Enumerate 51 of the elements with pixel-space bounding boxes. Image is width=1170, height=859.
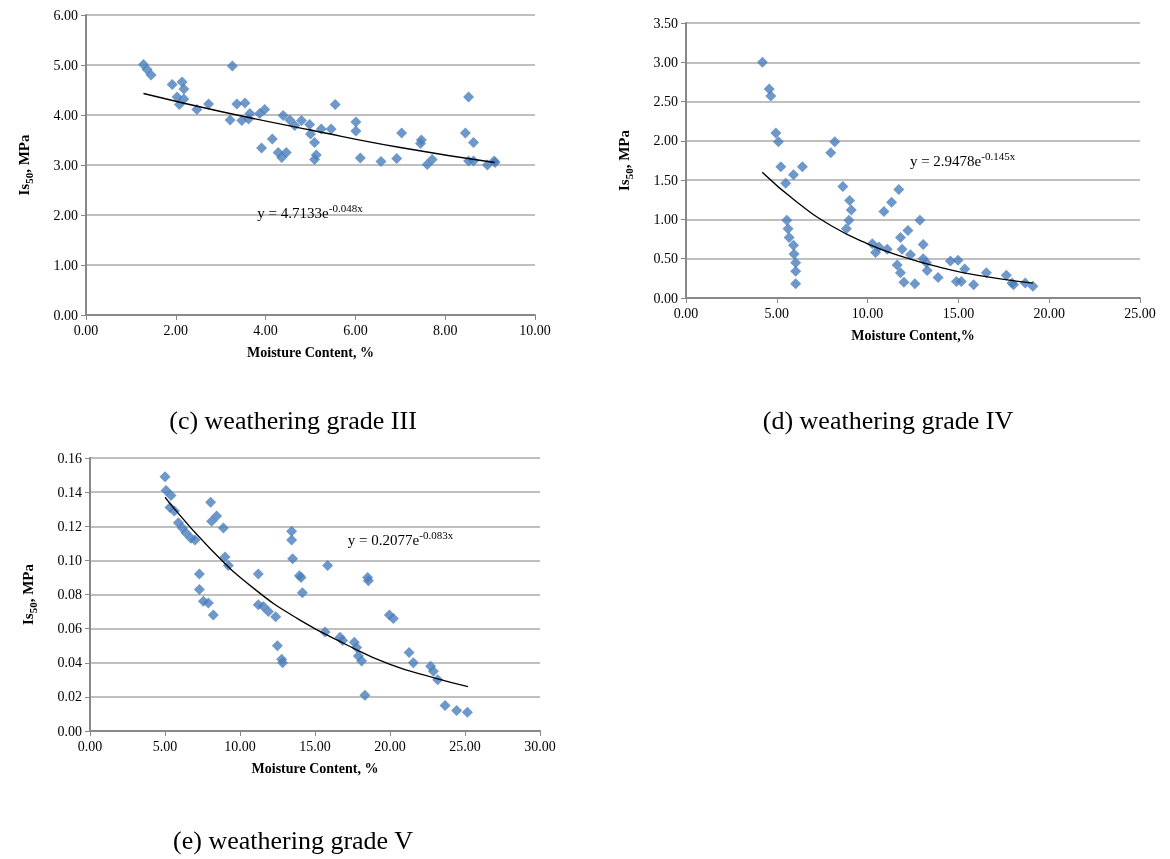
y-tick-label: 0.00 bbox=[57, 723, 82, 739]
y-tick-label: 3.50 bbox=[653, 15, 678, 31]
y-tick-label: 2.50 bbox=[653, 94, 678, 110]
text: (e) weathering grade V bbox=[173, 825, 414, 855]
y-tick-label: 0.06 bbox=[57, 621, 82, 637]
x-axis-title: Moisture Content,% bbox=[851, 327, 975, 343]
y-tick-label: 0.14 bbox=[57, 484, 82, 500]
y-tick-label: 5.00 bbox=[53, 57, 78, 73]
y-tick-label: 1.00 bbox=[653, 211, 678, 227]
x-tick-label: 6.00 bbox=[343, 322, 368, 338]
x-axis-title: Moisture Content, % bbox=[247, 344, 374, 360]
x-tick-label: 10.00 bbox=[851, 305, 884, 321]
y-axis-title: Is50, MPa bbox=[615, 129, 635, 191]
x-tick-label: 15.00 bbox=[299, 738, 331, 754]
y-tick-label: 0.12 bbox=[57, 518, 82, 534]
y-tick-label: 1.50 bbox=[653, 172, 678, 188]
x-tick-label: 10.00 bbox=[519, 322, 551, 338]
x-tick-label: 0.00 bbox=[673, 305, 699, 321]
y-tick-label: 2.00 bbox=[653, 133, 678, 149]
y-tick-label: 0.02 bbox=[57, 689, 82, 705]
x-tick-label: 8.00 bbox=[432, 322, 458, 338]
y-axis-title: Is50, MPa bbox=[15, 134, 35, 196]
y-tick-label: 3.00 bbox=[53, 157, 78, 173]
x-tick-label: 20.00 bbox=[374, 738, 406, 754]
x-tick-label: 4.00 bbox=[253, 322, 278, 338]
text: (d) weathering grade IV bbox=[762, 405, 1014, 435]
x-tick-label: 15.00 bbox=[942, 305, 975, 321]
x-tick-label: 5.00 bbox=[764, 305, 790, 321]
y-tick-label: 0.50 bbox=[653, 251, 678, 267]
y-tick-label: 3.00 bbox=[653, 54, 678, 70]
y-tick-label: 0.16 bbox=[57, 450, 82, 466]
y-tick-label: 0.10 bbox=[57, 552, 82, 568]
x-tick-label: 20.00 bbox=[1033, 305, 1065, 321]
x-tick-label: 25.00 bbox=[1124, 305, 1156, 321]
x-tick-label: 25.00 bbox=[449, 738, 481, 754]
y-tick-label: 2.00 bbox=[53, 207, 78, 223]
x-axis-title: Moisture Content, % bbox=[251, 760, 379, 776]
x-tick-label: 30.00 bbox=[524, 738, 556, 754]
y-tick-label: 0.04 bbox=[57, 655, 82, 671]
y-tick-label: 4.00 bbox=[53, 107, 78, 123]
x-tick-label: 2.00 bbox=[163, 322, 189, 338]
y-axis-title: Is50, MPa bbox=[19, 563, 39, 625]
x-tick-label: 0.00 bbox=[73, 322, 99, 338]
y-tick-label: 6.00 bbox=[53, 7, 78, 23]
x-tick-label: 10.00 bbox=[224, 738, 256, 754]
y-tick-label: 1.00 bbox=[53, 257, 78, 273]
x-tick-label: 5.00 bbox=[152, 738, 178, 754]
text: (c) weathering grade III bbox=[169, 405, 417, 435]
y-tick-label: 0.00 bbox=[653, 290, 678, 306]
x-tick-label: 0.00 bbox=[77, 738, 103, 754]
y-tick-label: 0.08 bbox=[57, 587, 82, 602]
